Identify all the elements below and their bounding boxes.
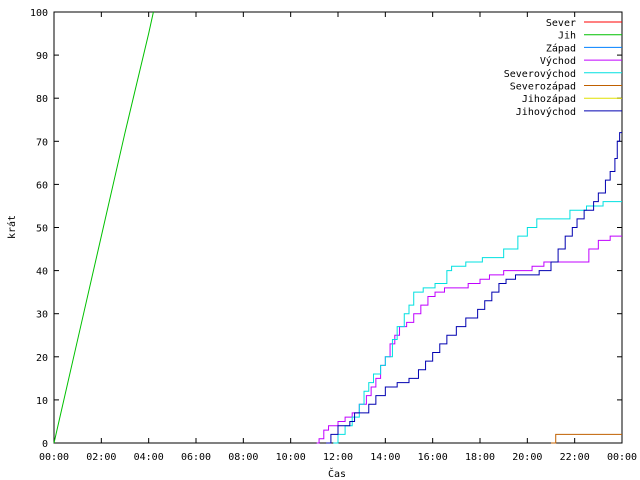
- legend-label: Východ: [540, 55, 576, 67]
- legend-label: Jih: [558, 31, 576, 42]
- y-tick-label: 20: [36, 353, 48, 364]
- x-tick-label: 18:00: [465, 452, 495, 463]
- series-line-jihovýchod: [326, 132, 622, 444]
- series-layer: [53, 11, 622, 444]
- y-tick-label: 50: [36, 224, 48, 235]
- x-tick-label: 00:00: [39, 452, 69, 463]
- legend-label: Jihovýchod: [516, 106, 576, 118]
- legend-label: Jihozápad: [522, 93, 576, 105]
- y-tick-label: 80: [36, 94, 48, 105]
- x-tick-label: 14:00: [370, 452, 400, 463]
- series-line-jih: [53, 11, 154, 444]
- y-tick-label: 10: [36, 396, 48, 407]
- series-line-východ: [316, 235, 622, 444]
- y-tick-label: 100: [30, 8, 48, 19]
- x-tick-label: 10:00: [276, 452, 306, 463]
- x-tick-label: 20:00: [512, 452, 542, 463]
- legend-label: Severovýchod: [504, 68, 576, 80]
- legend-label: Severozápad: [510, 81, 576, 93]
- axis-ticks: 00:00 02:00 04:00 06:00 08:00 10:00 12:00 14:00…: [30, 8, 637, 463]
- y-axis-label: krát: [6, 215, 18, 239]
- legend: Sever JihZápadVýchodSeverovýchodSeverozáp…: [504, 18, 622, 118]
- y-tick-label: 30: [36, 310, 48, 321]
- x-tick-label: 22:00: [560, 452, 590, 463]
- y-tick-label: 90: [36, 51, 48, 62]
- legend-label: Sever: [546, 18, 576, 29]
- x-tick-label: 04:00: [134, 452, 164, 463]
- x-tick-label: 00:00: [607, 452, 637, 463]
- x-axis-label: Čas: [328, 467, 346, 480]
- series-line-severovýchod: [333, 201, 622, 444]
- x-tick-label: 16:00: [418, 452, 448, 463]
- y-tick-label: 70: [36, 137, 48, 148]
- x-tick-label: 06:00: [181, 452, 211, 463]
- y-tick-label: 60: [36, 180, 48, 191]
- legend-label: Západ: [546, 42, 576, 54]
- x-tick-label: 12:00: [323, 452, 353, 463]
- y-tick-label: 0: [42, 439, 48, 450]
- y-tick-label: 40: [36, 267, 48, 278]
- series-line-severozápad: [551, 433, 622, 444]
- x-tick-label: 08:00: [228, 452, 258, 463]
- x-tick-label: 02:00: [86, 452, 116, 463]
